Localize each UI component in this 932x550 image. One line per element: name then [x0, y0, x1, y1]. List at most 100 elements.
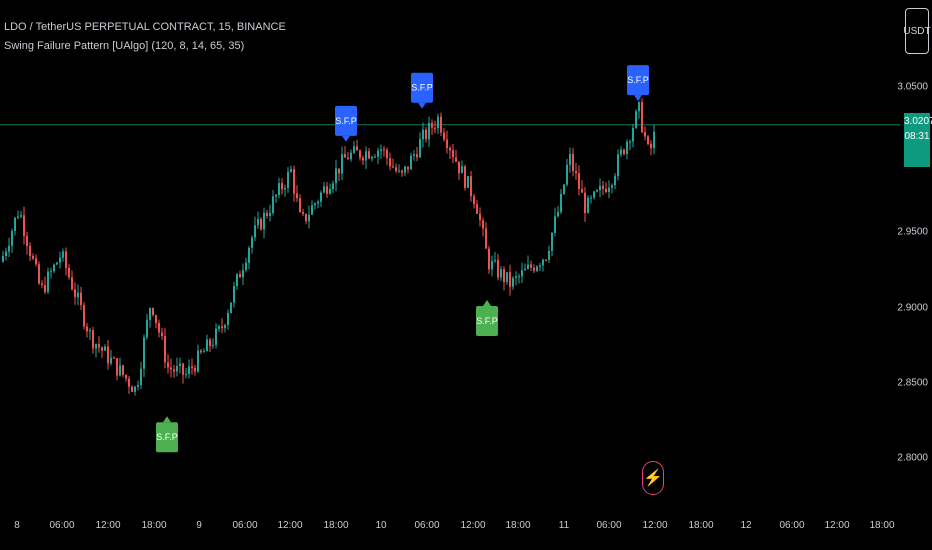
time-tick: 12:00 [277, 520, 303, 531]
candle-body [629, 141, 631, 143]
candle-body [257, 219, 259, 226]
candle-body [134, 386, 136, 392]
candle-body [200, 350, 202, 353]
candle-body [53, 264, 55, 272]
lightning-bolt-icon[interactable]: ⚡ [642, 461, 664, 495]
candle-body [32, 256, 34, 259]
current-price-value: 3.0207 [904, 116, 932, 127]
candle-body [44, 285, 46, 292]
sfp-text: S.F.P [335, 116, 357, 126]
candle-body [455, 157, 457, 162]
candle-body [641, 102, 643, 133]
candle-body [500, 269, 502, 278]
time-tick: 06:00 [232, 520, 258, 531]
candle-body [647, 136, 649, 144]
candle-body [560, 193, 562, 212]
time-tick: 18:00 [869, 520, 895, 531]
time-tick: 10 [375, 520, 387, 531]
candle-body [506, 272, 508, 282]
currency-label: USDT [903, 25, 931, 37]
candle-body [233, 286, 235, 303]
time-axis[interactable]: 8 06:00 12:00 18:00 9 06:00 12:00 18:00 … [0, 510, 900, 550]
candle-body [503, 269, 505, 282]
candle-body [164, 336, 166, 363]
candle-body [572, 153, 574, 172]
candle-body [458, 161, 460, 174]
candle-body [116, 358, 118, 376]
time-tick: 9 [196, 520, 202, 531]
candle-body [485, 228, 487, 249]
candle-body [602, 185, 604, 189]
candle-body [35, 258, 37, 265]
candle-body [152, 308, 154, 316]
candle-body [518, 276, 520, 278]
time-tick: 12:00 [95, 520, 121, 531]
candle-body [269, 212, 271, 216]
candle-body [392, 166, 394, 168]
candle-body [404, 166, 406, 173]
sfp-box [627, 65, 649, 96]
candle-body [374, 156, 376, 158]
candle-body [17, 216, 19, 218]
candle-body [434, 127, 436, 129]
candle-body [338, 168, 340, 174]
candle-body [425, 129, 427, 140]
candle-body [128, 378, 130, 387]
candle-body [221, 326, 223, 329]
candle-body [185, 373, 187, 375]
candle-body [653, 131, 655, 149]
candle-body [20, 215, 22, 217]
candlestick-chart[interactable]: S.F.P S.F.P S.F.P S.F.P S.F.P [0, 0, 900, 520]
candle-body [14, 217, 16, 232]
candle-body [473, 196, 475, 205]
candle-body [383, 149, 385, 151]
currency-button[interactable]: USDT [903, 8, 931, 54]
time-tick: 18:00 [141, 520, 167, 531]
time-tick: 8 [14, 520, 20, 531]
candle-body [350, 152, 352, 160]
candle-body [593, 191, 595, 198]
candle-body [599, 185, 601, 191]
sfp-box [476, 305, 498, 336]
candle-body [557, 211, 559, 217]
candle-body [248, 247, 250, 263]
time-tick: 18:00 [505, 520, 531, 531]
candle-body [38, 264, 40, 284]
candle-body [29, 245, 31, 257]
candle-body [353, 146, 355, 153]
candle-body [65, 251, 67, 269]
candle-body [317, 201, 319, 204]
candle-body [50, 271, 52, 273]
sfp-pointer [483, 299, 491, 306]
candle-body [470, 176, 472, 197]
candle-body [584, 192, 586, 214]
candle-body [524, 268, 526, 271]
candle-body [380, 149, 382, 151]
time-tick: 12 [740, 520, 752, 531]
candle-body [419, 139, 421, 158]
candle-body [590, 197, 592, 199]
candle-body [143, 337, 145, 369]
price-axis[interactable]: 3.0500 2.9500 2.9000 2.8500 2.8000 [897, 0, 932, 550]
candle-body [554, 216, 556, 233]
candle-body [209, 339, 211, 346]
candle-body [305, 213, 307, 222]
candle-body [263, 212, 265, 230]
sfp-pointer [634, 95, 642, 102]
candle-body [191, 366, 193, 369]
candle-body [287, 171, 289, 189]
candle-body [245, 262, 247, 270]
candle-body [275, 195, 277, 197]
candle-body [92, 330, 94, 349]
sfp-box [156, 422, 178, 453]
candle-body [2, 256, 4, 262]
candle-body [224, 325, 226, 329]
candle-body [320, 192, 322, 202]
candle-body [59, 257, 61, 263]
candle-body [635, 111, 637, 128]
candle-body [515, 276, 517, 278]
candle-body [173, 369, 175, 372]
candle-body [575, 171, 577, 174]
candle-body [149, 308, 151, 320]
candle-body [488, 248, 490, 270]
